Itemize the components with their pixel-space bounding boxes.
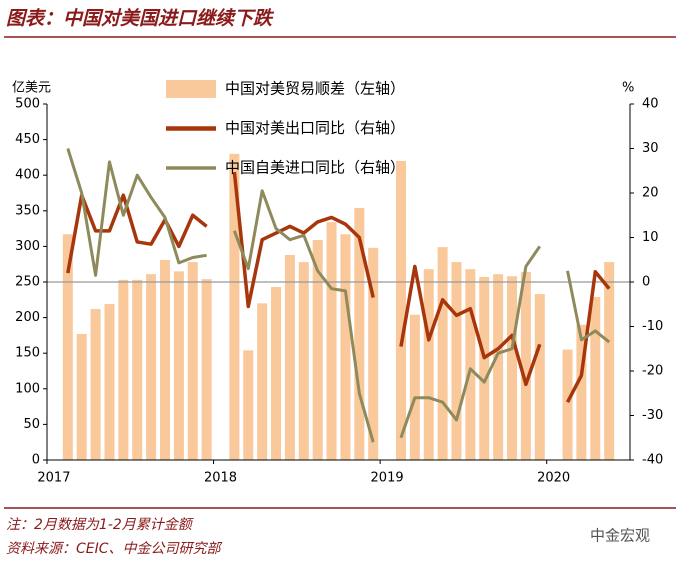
x-tick-label: 2020: [537, 471, 570, 486]
x-tick-label: 2019: [371, 471, 404, 486]
bar: [257, 303, 268, 460]
y2-tick-label: 0: [642, 275, 650, 290]
bar: [507, 276, 518, 460]
bar: [437, 247, 448, 460]
y2-tick-label: -10: [642, 319, 663, 334]
bar: [368, 247, 379, 460]
y-tick-label: 0: [32, 453, 40, 468]
y2-tick-label: -20: [642, 364, 663, 379]
y-tick-label: 50: [23, 417, 40, 432]
line: [66, 171, 611, 403]
bar: [62, 234, 73, 460]
legend-label: 中国自美进口同比（右轴）: [225, 159, 405, 177]
y-tick-label: 400: [15, 168, 40, 183]
bar: [423, 269, 434, 460]
x-tick-label: 2018: [204, 471, 237, 486]
bar: [104, 304, 115, 460]
y2-tick-label: 40: [642, 97, 659, 112]
legend-swatch: [166, 80, 216, 98]
y2-tick-label: -30: [642, 408, 663, 423]
note: 注：2月数据为1-2月累计金额: [6, 517, 195, 533]
bar: [187, 262, 198, 460]
bar: [284, 254, 295, 460]
legend-label: 中国对美贸易顺差（左轴）: [225, 80, 405, 98]
bar: [271, 286, 282, 460]
bar: [590, 296, 601, 460]
bar: [243, 350, 254, 460]
bar: [229, 153, 240, 460]
bar: [479, 277, 490, 460]
bar: [298, 262, 309, 460]
bar: [604, 262, 615, 460]
bar: [312, 239, 323, 460]
bar: [146, 274, 157, 460]
bar: [562, 349, 573, 460]
chart-title: 图表：中国对美国进口继续下跌: [6, 8, 275, 30]
y-tick-label: 350: [15, 203, 40, 218]
bar: [520, 272, 531, 460]
x-tick-label: 2017: [37, 471, 70, 486]
y-tick-label: 250: [15, 275, 40, 290]
bar: [159, 259, 170, 460]
bar: [493, 274, 504, 460]
bar: [395, 160, 406, 460]
y2-tick-label: 30: [642, 141, 659, 156]
y-axis-label: 亿美元: [12, 81, 51, 96]
line: [66, 148, 611, 443]
bar: [340, 234, 351, 460]
bar: [132, 279, 143, 460]
y-tick-label: 100: [15, 381, 40, 396]
bar: [173, 271, 184, 460]
bar: [451, 262, 462, 460]
bar: [354, 207, 365, 460]
bar: [534, 294, 545, 460]
bar: [409, 314, 420, 460]
source: 资料来源：CEIC、中金公司研究部: [6, 541, 223, 557]
y2-tick-label: -40: [642, 453, 663, 468]
bar: [201, 279, 212, 460]
legend-label: 中国对美出口同比（右轴）: [225, 119, 405, 137]
y2-tick-label: 10: [642, 230, 659, 245]
y2-axis-label: %: [622, 81, 634, 96]
bar: [76, 333, 87, 460]
y-tick-label: 200: [15, 310, 40, 325]
y-tick-label: 300: [15, 239, 40, 254]
y-tick-label: 150: [15, 346, 40, 361]
bar: [90, 309, 101, 460]
watermark: 中金宏观: [590, 527, 650, 545]
bar: [465, 269, 476, 460]
y-tick-label: 450: [15, 132, 40, 147]
bar: [118, 279, 129, 460]
bar: [576, 324, 587, 460]
y2-tick-label: 20: [642, 186, 659, 201]
bar: [326, 222, 337, 460]
y-tick-label: 500: [15, 97, 40, 112]
